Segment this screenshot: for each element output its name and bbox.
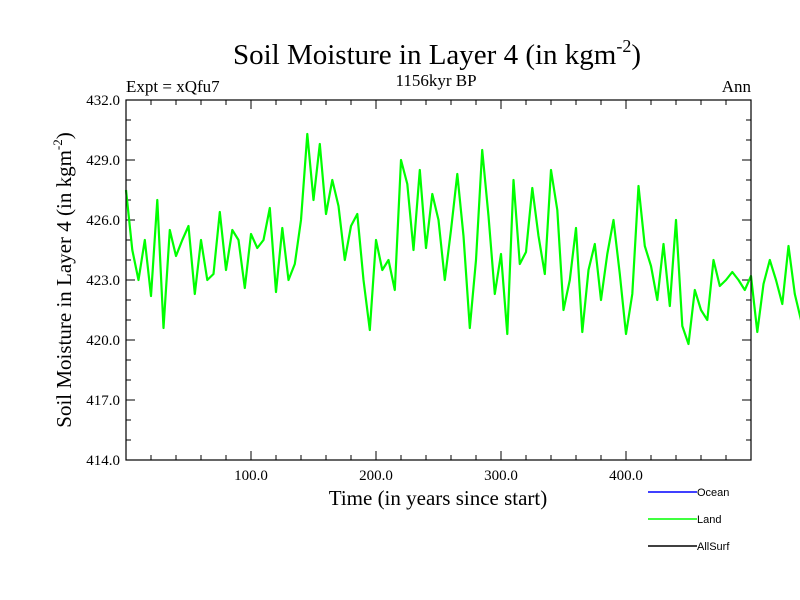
legend-label-allsurf: AllSurf [697, 541, 730, 553]
chart-title-superscript: -2 [616, 36, 631, 56]
subtitle-right: Ann [722, 77, 752, 96]
x-axis-ticks: 100.0 200.0 300.0 400.0 [150, 100, 727, 484]
y-axis-label-suffix: ) [52, 132, 76, 139]
subtitle-center: 1156kyr BP [395, 71, 476, 90]
y-axis-ticks: 414.0 417.0 420.0 423.0 426.0 429.0 432.0 [86, 93, 751, 469]
x-tick-label: 400.0 [609, 468, 643, 484]
y-tick-label: 417.0 [86, 393, 120, 409]
y-tick-label: 423.0 [86, 273, 120, 289]
series-line-land [124, 132, 800, 346]
subtitle-left: Expt = xQfu7 [126, 77, 220, 96]
y-tick-label: 429.0 [86, 153, 120, 169]
legend-label-ocean: Ocean [697, 487, 729, 499]
y-axis-label-superscript: -2 [50, 139, 65, 150]
y-tick-label: 420.0 [86, 333, 120, 349]
y-axis-label: Soil Moisture in Layer 4 (in kgm-2) [50, 132, 76, 427]
legend-label-land: Land [697, 514, 721, 526]
y-tick-label: 426.0 [86, 213, 120, 229]
y-tick-label: 414.0 [86, 453, 120, 469]
chart-title: Soil Moisture in Layer 4 (in kgm-2) [233, 36, 641, 71]
plot-frame [125, 99, 752, 461]
chart-title-suffix: ) [631, 39, 641, 71]
legend: Ocean Land AllSurf [648, 487, 730, 553]
y-tick-label: 432.0 [86, 93, 120, 109]
x-axis-label: Time (in years since start) [329, 486, 548, 510]
x-tick-label: 100.0 [234, 468, 268, 484]
x-tick-label: 300.0 [484, 468, 518, 484]
x-tick-label: 200.0 [359, 468, 393, 484]
